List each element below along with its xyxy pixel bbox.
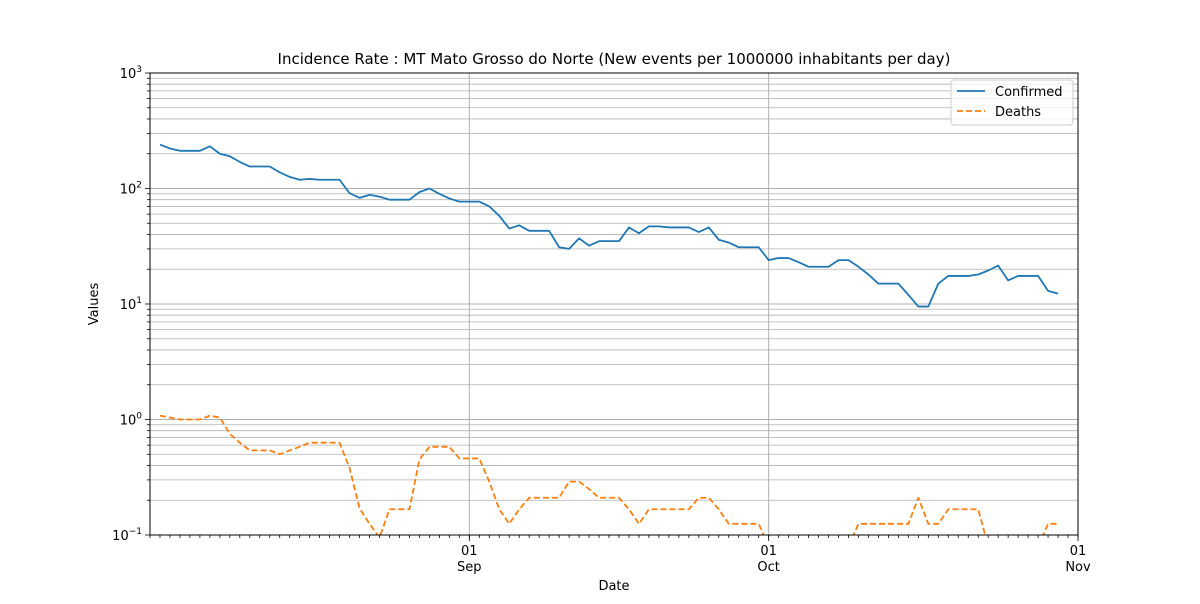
x-tick-month-label: Sep bbox=[457, 560, 482, 575]
legend-label-confirmed: Confirmed bbox=[995, 85, 1063, 100]
y-tick-base: 10 bbox=[120, 67, 137, 82]
y-tick-base: 10 bbox=[120, 183, 137, 198]
x-tick-day-label: 01 bbox=[1070, 544, 1087, 559]
y-tick-exponent: −1 bbox=[129, 527, 142, 537]
y-tick-exponent: 3 bbox=[136, 65, 142, 75]
y-tick-base: 10 bbox=[112, 529, 129, 544]
y-tick-label: 102 bbox=[120, 181, 142, 198]
x-tick-day-label: 01 bbox=[760, 544, 777, 559]
y-tick-label: 10−1 bbox=[112, 527, 142, 544]
x-axis-label: Date bbox=[598, 579, 629, 594]
series-line-deaths bbox=[159, 414, 1059, 535]
y-tick-label: 101 bbox=[120, 296, 142, 313]
series-line-confirmed bbox=[159, 143, 1059, 308]
y-tick-exponent: 0 bbox=[136, 412, 142, 422]
x-tick-day-label: 01 bbox=[461, 544, 478, 559]
x-tick-month-label: Nov bbox=[1065, 560, 1091, 575]
series-lines bbox=[159, 143, 1059, 535]
chart-title: Incidence Rate : MT Mato Grosso do Norte… bbox=[278, 50, 951, 68]
y-tick-exponent: 2 bbox=[136, 181, 142, 191]
y-tick-label: 103 bbox=[120, 65, 142, 82]
y-axis-label: Values bbox=[87, 283, 102, 326]
y-tick-base: 10 bbox=[120, 414, 137, 429]
legend: Confirmed Deaths bbox=[950, 79, 1074, 126]
legend-label-deaths: Deaths bbox=[995, 105, 1041, 120]
y-tick-exponent: 1 bbox=[136, 296, 142, 306]
y-tick-base: 10 bbox=[120, 298, 137, 313]
x-tick-month-label: Oct bbox=[757, 560, 779, 575]
y-tick-label: 100 bbox=[120, 412, 143, 429]
